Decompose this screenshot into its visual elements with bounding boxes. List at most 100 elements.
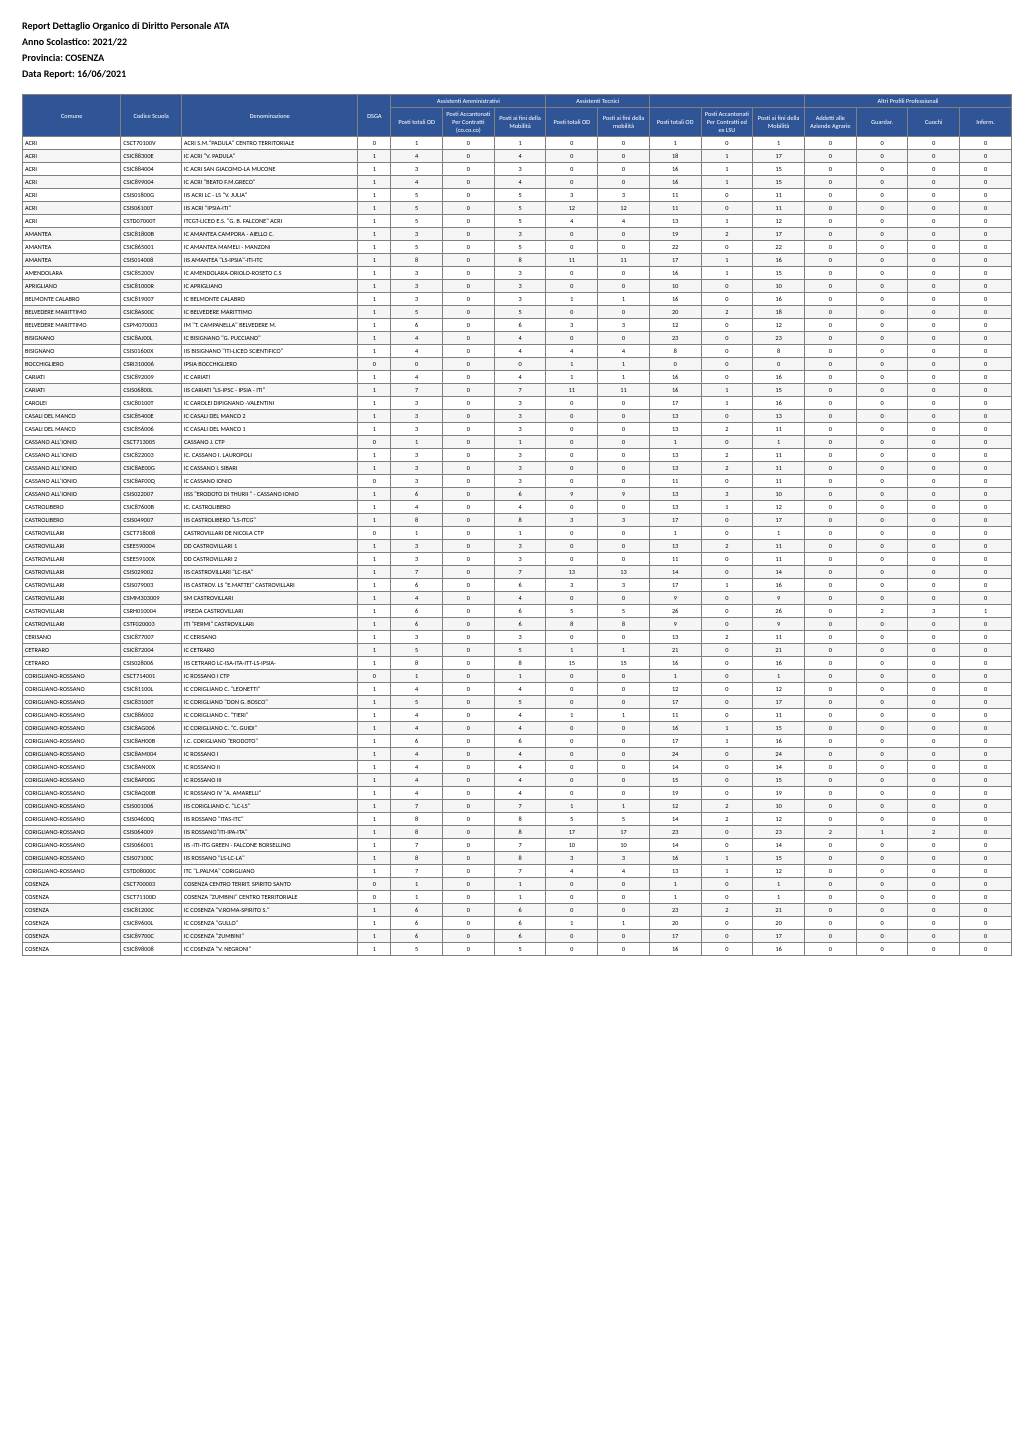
table-cell: 4 [494, 501, 546, 514]
table-cell: 1 [391, 137, 443, 150]
table-cell: 1 [358, 241, 391, 254]
table-cell: 0 [598, 423, 650, 436]
table-cell: 0 [856, 241, 908, 254]
table-cell: 17 [649, 696, 701, 709]
table-cell: 0 [442, 566, 494, 579]
table-cell: ACRI [23, 202, 121, 215]
table-cell: 0 [908, 787, 960, 800]
table-cell: 1 [701, 722, 753, 735]
table-cell: 6 [391, 618, 443, 631]
table-cell: 0 [960, 462, 1012, 475]
table-cell: 0 [960, 293, 1012, 306]
table-cell: 9 [753, 592, 805, 605]
table-cell: 0 [442, 501, 494, 514]
table-row: CORIGLIANO-ROSSANOCSCT714001IC ROSSANO I… [23, 670, 1012, 683]
col-cuochi: Cuochi [908, 108, 960, 137]
table-cell: 0 [701, 410, 753, 423]
col-comune: Comune [23, 95, 121, 137]
table-cell: 3 [598, 189, 650, 202]
table-cell: 0 [701, 670, 753, 683]
table-cell: ACRI [23, 150, 121, 163]
table-cell: 15 [753, 163, 805, 176]
table-cell: 1 [546, 644, 598, 657]
table-cell: 3 [494, 631, 546, 644]
table-cell: 6 [391, 735, 443, 748]
table-cell: 1 [753, 670, 805, 683]
table-cell: 7 [494, 839, 546, 852]
table-cell: CSIC8AM004 [121, 748, 182, 761]
table-cell: 0 [856, 397, 908, 410]
table-cell: 3 [391, 397, 443, 410]
table-cell: 17 [753, 514, 805, 527]
table-cell: 0 [804, 722, 856, 735]
table-cell: 0 [701, 592, 753, 605]
table-row: AMANTEACSIC865001IC AMANTEA MAMELI - MAN… [23, 241, 1012, 254]
table-cell: 0 [442, 826, 494, 839]
table-cell: 0 [908, 267, 960, 280]
table-cell: 13 [649, 631, 701, 644]
table-cell: 0 [701, 826, 753, 839]
table-cell: 0 [442, 657, 494, 670]
table-cell: IC CASALI DEL MANCO 2 [181, 410, 358, 423]
table-cell: 1 [649, 436, 701, 449]
table-cell: IC BISIGNANO "G. PUCCIANO" [181, 332, 358, 345]
table-cell: 0 [908, 540, 960, 553]
table-cell: 1 [546, 800, 598, 813]
table-cell: 0 [960, 852, 1012, 865]
table-cell: 14 [649, 761, 701, 774]
table-cell: 1 [391, 670, 443, 683]
table-cell: 12 [753, 683, 805, 696]
table-cell: CASSANO J. CTP [181, 436, 358, 449]
table-cell: 16 [649, 176, 701, 189]
table-cell: 13 [649, 865, 701, 878]
table-cell: 11 [753, 631, 805, 644]
table-cell: CSIS066001 [121, 839, 182, 852]
table-cell: 5 [494, 644, 546, 657]
table-cell: 0 [598, 696, 650, 709]
table-cell: 0 [598, 280, 650, 293]
table-cell: 0 [960, 709, 1012, 722]
table-cell: 11 [753, 423, 805, 436]
table-cell: 1 [701, 176, 753, 189]
table-cell: 0 [546, 527, 598, 540]
table-cell: 22 [753, 241, 805, 254]
table-cell: 3 [598, 852, 650, 865]
table-cell: 0 [960, 319, 1012, 332]
table-cell: 17 [753, 228, 805, 241]
table-cell: 4 [494, 371, 546, 384]
table-cell: 1 [701, 163, 753, 176]
table-row: CARIATICSIC892009IC CARIATI1404111601600… [23, 371, 1012, 384]
table-cell: 0 [494, 358, 546, 371]
table-cell: 20 [649, 306, 701, 319]
table-cell: 1 [358, 332, 391, 345]
table-cell: 0 [804, 150, 856, 163]
table-cell: 0 [546, 787, 598, 800]
table-cell: 0 [442, 514, 494, 527]
table-cell: 1 [358, 566, 391, 579]
table-cell: 0 [804, 436, 856, 449]
table-cell: CSIC886002 [121, 709, 182, 722]
table-cell: 0 [856, 306, 908, 319]
table-cell: 8 [391, 852, 443, 865]
table-cell: 6 [494, 488, 546, 501]
table-cell: 0 [856, 280, 908, 293]
table-cell: 2 [856, 605, 908, 618]
table-cell: 0 [960, 488, 1012, 501]
table-cell: CASSANO ALL'IONIO [23, 436, 121, 449]
group-amministrativi: Assistenti Amministrativi [391, 95, 546, 108]
table-row: CORIGLIANO-ROSSANOCSIC8AP00GIC ROSSANO I… [23, 774, 1012, 787]
table-cell: 0 [804, 917, 856, 930]
table-cell: 0 [856, 527, 908, 540]
table-cell: 0 [701, 436, 753, 449]
table-cell: 0 [960, 657, 1012, 670]
table-cell: 11 [753, 449, 805, 462]
table-cell: 5 [494, 202, 546, 215]
table-cell: 2 [701, 462, 753, 475]
table-cell: 10 [649, 280, 701, 293]
table-cell: 0 [960, 761, 1012, 774]
table-cell: 16 [753, 293, 805, 306]
table-row: APRIGLIANOCSIC81000RIC APRIGLIANO1303001… [23, 280, 1012, 293]
table-cell: 1 [391, 891, 443, 904]
table-cell: CORIGLIANO-ROSSANO [23, 813, 121, 826]
table-cell: CSIS079003 [121, 579, 182, 592]
